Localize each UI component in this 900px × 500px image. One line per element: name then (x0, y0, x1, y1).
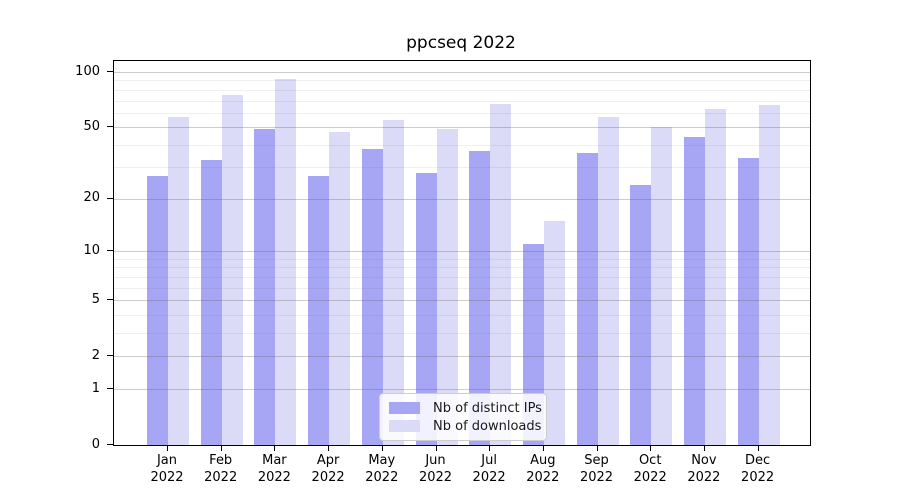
gridline-50 (114, 127, 810, 129)
legend-label-downloads: Nb of downloads (433, 418, 542, 434)
bars-layer (114, 61, 810, 445)
bar-jan-downloads (168, 116, 189, 445)
legend-row-distinct-ips: Nb of distinct IPs (389, 399, 542, 417)
bar-oct-downloads (651, 127, 673, 445)
x-tick-label-jan: Jan 2022 (150, 453, 184, 485)
y-tick-mark-10 (107, 250, 113, 252)
bar-oct-distinct-ips (630, 184, 652, 445)
gridlines-layer (114, 61, 810, 445)
y-tick-mark-50 (107, 126, 113, 128)
bar-jul-distinct-ips (469, 151, 491, 445)
plot-area: Nb of distinct IPs Nb of downloads (113, 60, 811, 446)
bar-may-distinct-ips (361, 148, 383, 445)
y-tick-mark-20 (107, 197, 113, 199)
bar-jun-downloads (436, 128, 458, 445)
gridline-40 (114, 144, 810, 146)
x-tick-mark-feb (220, 445, 222, 451)
bar-apr-distinct-ips (308, 175, 330, 445)
bar-nov-downloads (704, 108, 726, 445)
x-tick-label-aug: Aug 2022 (526, 453, 560, 485)
y-tick-label-0: 0 (91, 436, 100, 452)
legend-swatch-downloads-icon (389, 420, 420, 432)
x-tick-mark-oct (650, 445, 652, 451)
x-tick-mark-jun (435, 445, 437, 451)
gridline-30 (114, 167, 810, 169)
gridline-4 (114, 314, 810, 316)
x-tick-mark-mar (274, 445, 276, 451)
x-tick-label-sep: Sep 2022 (579, 453, 614, 485)
y-tick-label-20: 20 (83, 190, 100, 206)
bar-feb-downloads (221, 95, 243, 445)
x-tick-mark-jan (167, 445, 168, 451)
gridline-10 (114, 251, 810, 253)
bar-sep-distinct-ips (576, 153, 598, 445)
gridline-5 (114, 300, 810, 302)
bar-feb-distinct-ips (200, 160, 222, 445)
y-tick-label-50: 50 (83, 118, 100, 134)
x-tick-mark-apr (328, 445, 330, 451)
bar-mar-distinct-ips (254, 128, 276, 445)
legend-label-distinct-ips: Nb of distinct IPs (433, 400, 542, 416)
x-tick-label-may: May 2022 (365, 453, 399, 485)
x-tick-mark-sep (596, 445, 598, 451)
gridline-100 (114, 72, 810, 73)
x-tick-label-jul: Jul 2022 (472, 453, 506, 485)
x-tick-label-apr: Apr 2022 (311, 453, 345, 485)
bar-sep-downloads (597, 116, 619, 445)
x-tick-label-feb: Feb 2022 (204, 453, 238, 485)
bar-jun-distinct-ips (415, 172, 437, 445)
gridline-80 (114, 89, 810, 91)
x-tick-mark-may (381, 445, 383, 451)
gridline-8 (114, 267, 810, 269)
x-tick-mark-dec (757, 445, 759, 451)
bar-dec-distinct-ips (737, 157, 759, 445)
gridline-70 (114, 100, 810, 102)
gridline-90 (114, 80, 810, 82)
y-tick-mark-5 (107, 299, 113, 301)
gridline-6 (114, 287, 810, 289)
y-tick-label-100: 100 (75, 63, 100, 79)
gridline-7 (114, 276, 810, 278)
x-tick-mark-aug (542, 445, 544, 451)
y-tick-mark-2 (107, 355, 113, 357)
bar-mar-downloads (275, 78, 297, 445)
gridline-2 (114, 356, 810, 358)
x-tick-mark-jul (489, 445, 491, 451)
legend-swatch-distinct-ips-icon (389, 402, 420, 414)
bar-jul-downloads (490, 104, 512, 445)
chart-title: ppcseq 2022 (406, 33, 516, 53)
gridline-1 (114, 389, 810, 390)
legend-row-downloads: Nb of downloads (389, 417, 541, 435)
y-tick-mark-0 (107, 444, 113, 445)
bar-jan-distinct-ips (147, 175, 168, 445)
x-tick-label-nov: Nov 2022 (687, 453, 721, 485)
gridline-9 (114, 258, 810, 260)
x-tick-mark-nov (703, 445, 705, 451)
y-tick-label-5: 5 (91, 291, 100, 307)
gridline-20 (114, 198, 810, 200)
bar-may-downloads (382, 119, 404, 445)
y-tick-mark-1 (107, 388, 113, 389)
y-tick-label-2: 2 (91, 347, 100, 363)
legend: Nb of distinct IPs Nb of downloads (379, 393, 547, 441)
bar-apr-downloads (329, 132, 351, 445)
x-tick-label-dec: Dec 2022 (741, 453, 775, 485)
x-tick-label-oct: Oct 2022 (633, 453, 667, 485)
x-tick-label-mar: Mar 2022 (257, 453, 291, 485)
y-tick-label-10: 10 (83, 242, 100, 258)
y-tick-mark-100 (107, 71, 113, 72)
bar-aug-downloads (543, 220, 565, 445)
x-tick-label-jun: Jun 2022 (418, 453, 453, 485)
y-tick-label-1: 1 (91, 380, 100, 396)
bar-dec-downloads (758, 105, 780, 445)
gridline-60 (114, 112, 810, 114)
bar-nov-distinct-ips (683, 137, 705, 445)
gridline-3 (114, 333, 810, 334)
